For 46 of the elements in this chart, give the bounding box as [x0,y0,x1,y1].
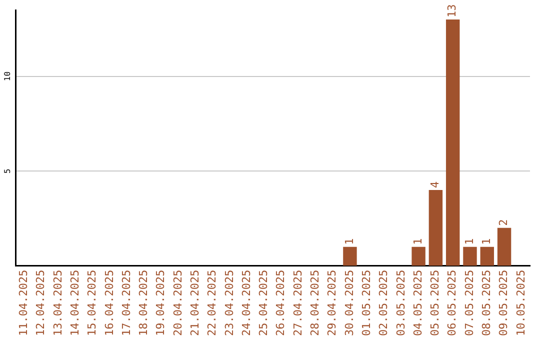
data-label: 1 [342,238,356,245]
x-tick-label: 15.04.2025 [86,270,99,336]
x-tick-label: 14.04.2025 [68,270,82,336]
x-tick-label: 03.05.2025 [394,270,408,336]
x-tick-label: 24.04.2025 [240,270,253,336]
x-tick-label: 25.04.2025 [257,270,270,336]
y-tick-label: 5 [2,168,12,174]
x-tick-label: 02.05.2025 [377,270,390,336]
bar [446,19,460,266]
x-tick-label: 30.04.2025 [342,270,356,336]
data-label: 2 [497,219,510,226]
x-tick-label: 21.04.2025 [188,270,202,336]
data-label: 13 [446,4,459,18]
x-tick-label: 23.04.2025 [222,270,236,336]
x-tick-label: 08.05.2025 [480,270,493,336]
bar [463,246,477,266]
x-tick-label: 05.05.2025 [428,270,442,336]
x-tick-label: 10.05.2025 [514,270,528,336]
x-tick-label: 16.04.2025 [102,270,116,336]
x-tick-label: 12.04.2025 [34,270,48,336]
x-tick-label: 04.05.2025 [411,270,424,336]
x-tick-label: 20.04.2025 [171,270,184,336]
x-tick-label: 06.05.2025 [446,270,459,336]
x-tick-label: 28.04.2025 [308,270,322,336]
bar [497,228,512,266]
bar [343,246,357,266]
x-tick-label: 07.05.2025 [462,270,476,336]
data-label: 1 [480,238,493,245]
x-tick-label: 13.04.2025 [51,270,64,336]
bar [480,246,494,266]
x-tick-label: 18.04.2025 [137,270,150,336]
x-tick-label: 01.05.2025 [360,270,373,336]
data-label: 1 [462,238,476,245]
x-tick-label: 22.04.2025 [206,270,219,336]
x-tick-label: 11.04.2025 [17,270,30,336]
bar [412,246,426,266]
y-tick-label: 10 [2,71,12,82]
x-tick-label: 29.04.2025 [326,270,339,336]
x-tick-label: 26.04.2025 [274,270,288,336]
bar [428,190,443,266]
x-tick-label: 17.04.2025 [120,270,133,336]
x-tick-label: 27.04.2025 [291,270,304,336]
x-tick-label: 19.04.2025 [154,270,168,336]
data-label: 1 [411,238,424,245]
data-label: 4 [428,180,442,188]
x-tick-label: 09.05.2025 [497,270,510,336]
